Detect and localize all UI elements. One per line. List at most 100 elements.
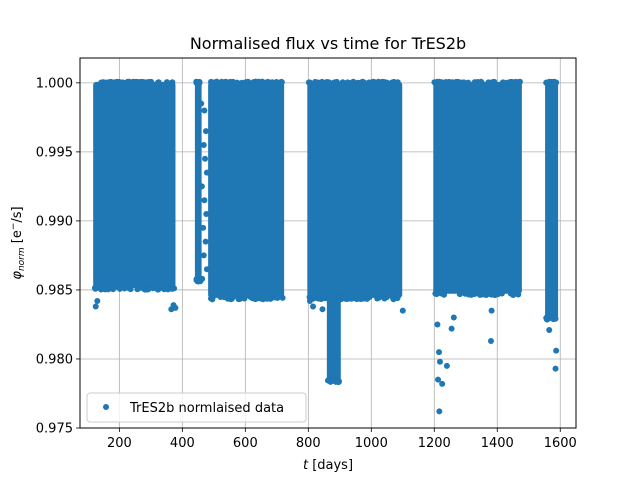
data-point xyxy=(446,79,453,86)
data-point xyxy=(195,79,202,86)
data-point xyxy=(200,252,207,259)
y-axis-var: φ xyxy=(10,271,25,280)
x-tick-label: 600 xyxy=(233,436,258,451)
data-point xyxy=(443,362,450,369)
data-point xyxy=(227,79,234,86)
data-point xyxy=(201,107,208,114)
data-point xyxy=(548,315,555,322)
data-point xyxy=(325,79,332,86)
data-point xyxy=(433,291,440,298)
legend-marker xyxy=(103,404,109,410)
data-point xyxy=(335,378,342,385)
data-point xyxy=(94,297,101,304)
data-point xyxy=(124,79,131,86)
y-axis-unit-post: /s] xyxy=(10,206,25,222)
data-point xyxy=(456,291,463,298)
data-point xyxy=(214,79,221,86)
data-point xyxy=(346,294,353,301)
data-segment xyxy=(208,81,285,298)
data-point xyxy=(333,78,340,85)
data-point xyxy=(315,295,322,302)
data-point xyxy=(219,79,226,86)
data-point xyxy=(453,79,460,86)
data-point xyxy=(361,79,368,86)
data-segment xyxy=(307,81,403,298)
y-tick-label: 0.985 xyxy=(36,283,73,298)
data-point xyxy=(169,79,176,86)
data-point xyxy=(434,321,441,328)
data-point xyxy=(100,79,107,86)
data-point xyxy=(388,79,395,86)
data-point xyxy=(198,100,205,107)
data-point xyxy=(118,79,125,86)
data-point xyxy=(553,79,560,86)
data-point xyxy=(310,303,317,310)
data-point xyxy=(110,285,117,292)
data-point xyxy=(376,294,383,301)
data-point xyxy=(312,78,319,85)
data-point xyxy=(546,78,553,85)
x-tick-label: 800 xyxy=(296,436,321,451)
data-point xyxy=(198,183,205,190)
data-segment xyxy=(545,81,559,319)
data-point xyxy=(200,141,207,148)
data-point xyxy=(458,79,465,86)
data-point xyxy=(319,306,326,313)
data-point xyxy=(202,128,209,135)
legend: TrES2b normlaised data xyxy=(86,392,307,423)
y-tick-label: 0.975 xyxy=(36,422,73,437)
data-point xyxy=(274,294,281,301)
x-tick-label: 1600 xyxy=(544,436,577,451)
data-point xyxy=(129,79,136,86)
y-tick-label: 0.995 xyxy=(36,145,73,160)
data-point xyxy=(306,297,313,304)
data-point xyxy=(471,79,478,86)
data-point xyxy=(273,79,280,86)
data-point xyxy=(358,295,365,302)
data-point xyxy=(448,325,455,332)
data-point xyxy=(515,291,522,298)
data-point xyxy=(236,295,243,302)
data-point xyxy=(241,295,248,302)
y-axis-ticks: 0.975 0.980 0.985 0.990 0.995 1.000 xyxy=(36,76,80,437)
data-point xyxy=(436,349,443,356)
y-axis-unit-sup: − xyxy=(9,223,19,231)
data-point xyxy=(324,377,331,384)
data-point xyxy=(508,289,515,296)
data-point xyxy=(223,294,230,301)
data-point xyxy=(264,295,271,302)
data-point xyxy=(203,266,210,273)
plot-frame xyxy=(79,57,577,429)
data-point xyxy=(140,285,147,292)
data-point xyxy=(473,290,480,297)
data-point xyxy=(199,275,206,282)
data-point xyxy=(106,79,113,86)
data-point xyxy=(507,79,514,86)
data-point xyxy=(264,79,271,86)
data-point xyxy=(374,79,381,86)
data-point xyxy=(490,79,497,86)
data-point xyxy=(203,211,210,218)
data-point xyxy=(389,294,396,301)
data-point xyxy=(513,79,520,86)
x-axis-ticks: 200 400 600 800 1000 1200 1400 1600 xyxy=(107,428,577,451)
data-point xyxy=(450,314,457,321)
data-point xyxy=(208,295,215,302)
data-point xyxy=(278,79,285,86)
data-point xyxy=(202,155,209,162)
data-point xyxy=(488,307,495,314)
data-point xyxy=(439,380,446,387)
data-point xyxy=(201,197,208,204)
data-point xyxy=(155,284,162,291)
data-point xyxy=(200,224,207,231)
data-point xyxy=(155,79,162,86)
data-point xyxy=(239,79,246,86)
data-point xyxy=(127,286,134,293)
y-axis-unit-pre: [e xyxy=(10,230,25,243)
data-point xyxy=(208,78,215,85)
data-point xyxy=(245,79,252,86)
chart-title: Normalised flux vs time for TrES2b xyxy=(190,34,466,53)
x-axis-unit: [days] xyxy=(312,458,353,473)
data-point xyxy=(91,284,98,291)
